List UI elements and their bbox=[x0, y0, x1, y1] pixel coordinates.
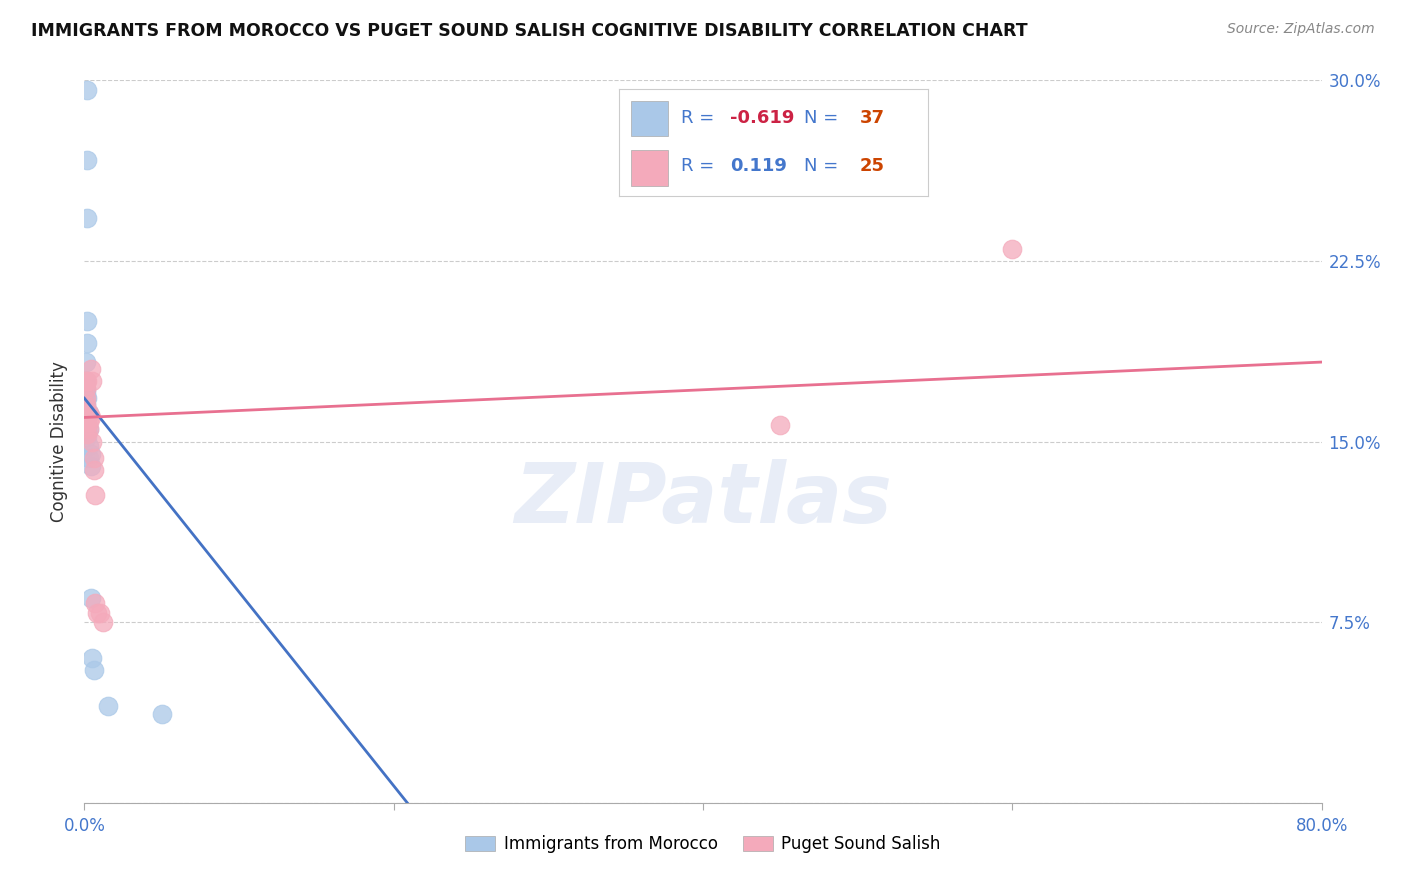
Point bbox=[77, 422, 100, 436]
Point bbox=[76, 430, 98, 444]
Point bbox=[76, 374, 98, 388]
Point bbox=[91, 615, 114, 630]
Point bbox=[75, 403, 97, 417]
Text: Source: ZipAtlas.com: Source: ZipAtlas.com bbox=[1227, 22, 1375, 37]
Point bbox=[77, 439, 100, 453]
Point bbox=[79, 410, 101, 425]
Point bbox=[75, 382, 97, 396]
Point bbox=[75, 398, 97, 412]
Point bbox=[79, 458, 101, 473]
Point bbox=[75, 391, 97, 405]
Text: N =: N = bbox=[804, 109, 844, 127]
Point bbox=[83, 463, 105, 477]
Point bbox=[76, 427, 98, 442]
FancyBboxPatch shape bbox=[631, 150, 668, 186]
Point bbox=[77, 406, 100, 420]
Point bbox=[77, 415, 100, 429]
Point bbox=[84, 596, 107, 610]
Point bbox=[77, 406, 100, 420]
Point bbox=[75, 374, 97, 388]
Point bbox=[83, 664, 105, 678]
Point bbox=[76, 83, 98, 97]
Point bbox=[75, 427, 97, 442]
Point bbox=[75, 355, 97, 369]
Point bbox=[76, 406, 98, 420]
Text: 25: 25 bbox=[860, 157, 884, 175]
Point bbox=[89, 606, 111, 620]
FancyBboxPatch shape bbox=[631, 101, 668, 136]
Point bbox=[96, 699, 118, 714]
Point bbox=[83, 451, 105, 466]
Point bbox=[76, 153, 98, 167]
Point bbox=[86, 606, 108, 620]
Point bbox=[1001, 242, 1024, 256]
Legend: Immigrants from Morocco, Puget Sound Salish: Immigrants from Morocco, Puget Sound Sal… bbox=[458, 828, 948, 860]
Text: -0.619: -0.619 bbox=[730, 109, 794, 127]
Text: R =: R = bbox=[681, 109, 720, 127]
Point bbox=[84, 487, 107, 501]
Text: ZIPatlas: ZIPatlas bbox=[515, 458, 891, 540]
Point bbox=[75, 382, 97, 396]
Point bbox=[76, 415, 98, 429]
Point bbox=[82, 651, 104, 665]
Text: 37: 37 bbox=[860, 109, 884, 127]
Point bbox=[76, 417, 98, 432]
Point bbox=[79, 362, 101, 376]
Point bbox=[77, 451, 100, 466]
Point bbox=[82, 434, 104, 449]
Point bbox=[77, 422, 100, 436]
Y-axis label: Cognitive Disability: Cognitive Disability bbox=[51, 361, 69, 522]
Point bbox=[75, 417, 97, 432]
Point bbox=[769, 417, 792, 432]
Point bbox=[76, 314, 98, 328]
Point bbox=[75, 398, 97, 412]
Point bbox=[75, 406, 97, 420]
Text: IMMIGRANTS FROM MOROCCO VS PUGET SOUND SALISH COGNITIVE DISABILITY CORRELATION C: IMMIGRANTS FROM MOROCCO VS PUGET SOUND S… bbox=[31, 22, 1028, 40]
Point bbox=[75, 398, 97, 412]
Point bbox=[76, 335, 98, 350]
Point bbox=[75, 386, 97, 401]
Point bbox=[75, 391, 97, 405]
Point bbox=[79, 591, 101, 605]
Point bbox=[82, 374, 104, 388]
Point bbox=[75, 422, 97, 436]
Point bbox=[75, 408, 97, 422]
Text: N =: N = bbox=[804, 157, 844, 175]
Point bbox=[75, 406, 97, 420]
Point bbox=[75, 391, 97, 405]
Point bbox=[76, 422, 98, 436]
Point bbox=[75, 374, 97, 388]
Point bbox=[76, 211, 98, 225]
Point bbox=[79, 446, 101, 460]
Point bbox=[75, 413, 97, 427]
Point bbox=[150, 706, 173, 721]
Text: R =: R = bbox=[681, 157, 731, 175]
Text: 0.119: 0.119 bbox=[730, 157, 787, 175]
Point bbox=[76, 410, 98, 425]
Point bbox=[75, 382, 97, 396]
Point bbox=[76, 391, 98, 405]
